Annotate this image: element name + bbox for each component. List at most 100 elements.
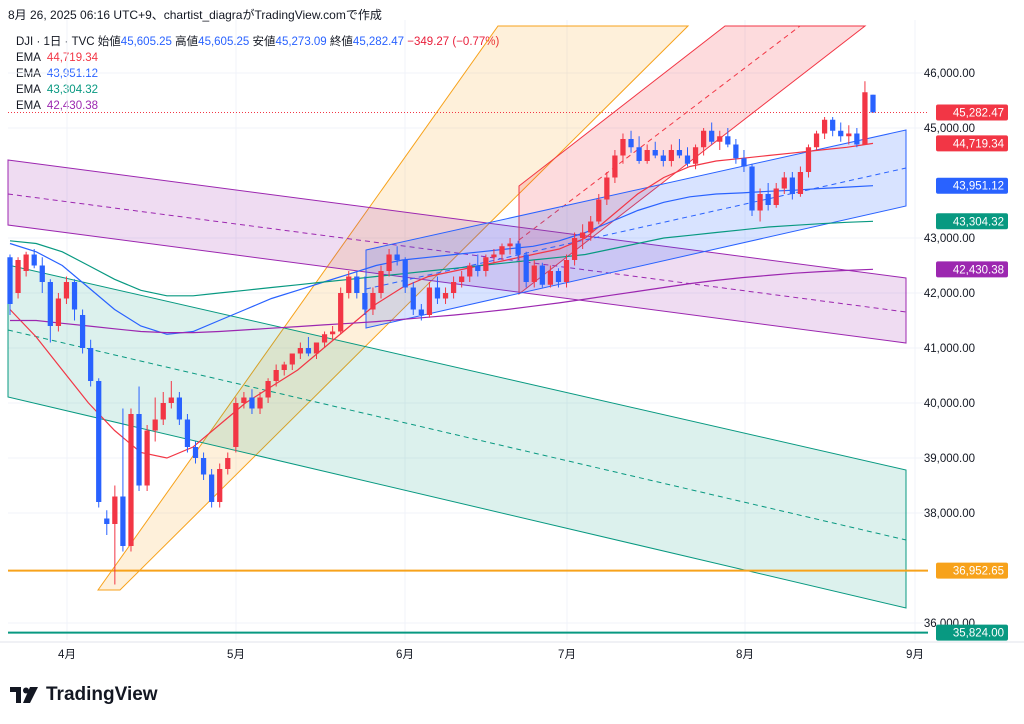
candle-body [120, 496, 126, 546]
y-tick-label: 43,000.00 [924, 233, 975, 245]
x-tick-label: 5月 [227, 649, 245, 661]
candle-body [281, 364, 287, 370]
candle-body [765, 194, 771, 205]
close-value: 45,282.47 [352, 36, 405, 48]
candle-body [467, 265, 473, 277]
candle-body [805, 147, 812, 172]
ema-line [9, 220, 874, 297]
ema-line [10, 268, 874, 334]
candle-body [773, 188, 779, 205]
price-tag-box [936, 562, 1008, 579]
candle-body [709, 130, 715, 142]
candle-body [39, 265, 45, 282]
candle-body [741, 158, 747, 167]
candles [7, 81, 876, 585]
candle-body [71, 282, 78, 310]
candle-body [249, 397, 255, 409]
candle-body [63, 282, 70, 299]
candle-body [789, 177, 795, 194]
candle-body [321, 334, 328, 343]
x-tick-label: 6月 [396, 649, 414, 661]
price-tag-box [936, 104, 1008, 121]
price-tag-label: 45,282.47 [953, 107, 1004, 119]
candle-body [491, 254, 497, 258]
low-value: 45,273.09 [275, 36, 327, 48]
y-axis[interactable]: 46,000.00 45,000.00 43,000.00 42,000.00 41,0… [924, 68, 975, 630]
candle-body [402, 260, 408, 288]
candle-body [313, 342, 320, 354]
ema-lines [9, 142, 874, 459]
price-tag-box [936, 213, 1008, 230]
ema-row-4[interactable]: EMA 42,430.38 [16, 98, 499, 114]
candle-body [305, 348, 312, 354]
y-tick-label: 40,000.00 [924, 398, 975, 410]
ema-row-3[interactable]: EMA 43,304.32 [16, 82, 499, 98]
tradingview-logo[interactable]: TradingView [10, 684, 158, 706]
price-tag-label: 43,951.12 [953, 181, 1004, 193]
candle-body [394, 254, 400, 260]
candle-body [15, 260, 21, 293]
candle-body [523, 254, 529, 282]
candle-body [620, 139, 626, 156]
candle-body [547, 271, 554, 285]
candle-body [612, 155, 618, 178]
price-tag-label: 44,719.34 [953, 138, 1005, 150]
high-label: 高値 [175, 36, 199, 48]
x-axis[interactable]: 4月 5月 6月 7月 8月 9月 [0, 641, 1024, 661]
ema-value: 44,719.34 [46, 52, 99, 64]
candle-body [644, 150, 650, 161]
teal-channel[interactable] [7, 264, 907, 609]
legend: DJI · 1日 · TVC 始値45,605.25 高値45,605.25 安… [16, 34, 499, 114]
price-chart[interactable]: 46,000.00 45,000.00 43,000.00 42,000.00 41,0… [0, 0, 1024, 680]
price-tag-box [936, 177, 1008, 194]
candle-body [217, 469, 223, 502]
candle-body [354, 276, 360, 293]
header-caption: 8月 26, 2025 06:16 UTC+9、chartist_diagraが… [8, 8, 382, 22]
low-label: 安値 [252, 36, 276, 48]
y-tick-label: 39,000.00 [924, 453, 975, 465]
candle-body [757, 194, 763, 211]
candle-body [168, 397, 174, 403]
ohlc-row: DJI · 1日 · TVC 始値45,605.25 高値45,605.25 安… [16, 34, 499, 50]
candle-body [96, 381, 102, 502]
drawn-channels[interactable] [7, 25, 907, 609]
ema-label: EMA [16, 84, 41, 96]
candle-body [200, 458, 207, 475]
candle-body [370, 293, 376, 310]
ema-label: EMA [16, 68, 41, 80]
ema-label: EMA [16, 52, 41, 64]
x-tick-label: 8月 [736, 649, 754, 661]
candle-body [475, 265, 481, 271]
ema-row-2[interactable]: EMA 43,951.12 [16, 66, 499, 82]
candle-body [749, 166, 755, 211]
grid [8, 20, 928, 640]
candle-body [426, 287, 433, 315]
purple-channel[interactable] [7, 159, 907, 344]
x-tick-label: 7月 [558, 649, 576, 661]
candle-body [144, 430, 150, 486]
candle-body [692, 147, 699, 164]
purple-channel-midline [7, 193, 907, 313]
horizontal-lines[interactable] [8, 569, 928, 634]
candle-body [555, 271, 562, 282]
ema-row-1[interactable]: EMA 44,719.34 [16, 50, 499, 66]
candle-body [684, 155, 691, 164]
y-tick-label: 45,000.00 [924, 123, 975, 135]
candle-body [604, 177, 610, 200]
candle-body [112, 496, 118, 524]
candle-body [265, 381, 271, 398]
candle-body [733, 144, 739, 159]
tradingview-logo-icon [10, 687, 38, 703]
candle-body [136, 414, 142, 486]
candle-body [781, 177, 787, 189]
candle-body [338, 293, 344, 332]
candle-body [362, 293, 368, 310]
orange-channel[interactable] [97, 25, 690, 591]
candle-body [652, 150, 658, 156]
price-tag-label: 43,304.32 [953, 216, 1004, 228]
change-value: −349.27 (−0.77%) [407, 36, 500, 48]
candle-body [23, 254, 29, 271]
candle-body [531, 265, 537, 282]
red-channel-midline [518, 25, 801, 241]
candle-body [628, 139, 634, 148]
